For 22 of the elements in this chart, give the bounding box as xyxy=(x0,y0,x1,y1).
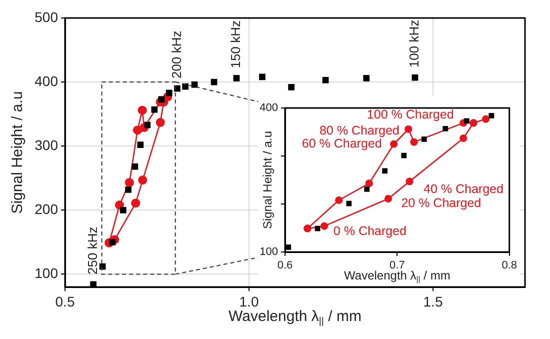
annotation: 40 % Charged xyxy=(424,182,504,196)
y-axis-title: Signal Height / a.u xyxy=(9,91,26,214)
annotation: 150 kHz xyxy=(228,20,244,68)
annotation: 200 kHz xyxy=(168,30,184,78)
x-tick-label: 0.7 xyxy=(390,260,405,272)
x-tick-label: 0.5 xyxy=(55,293,75,310)
x-axis-title: Wavelength λ|| / mm xyxy=(228,308,362,328)
annotation: 60 % Charged xyxy=(302,136,382,150)
x-tick-label: 1.5 xyxy=(423,293,443,310)
y-tick-label: 100 xyxy=(34,265,58,282)
annotation: 0 % Charged xyxy=(333,224,406,238)
y-tick-label: 500 xyxy=(34,8,58,25)
y-tick-label: 400 xyxy=(34,72,58,89)
y-tick-label: 200 xyxy=(34,201,58,217)
y-tick-label: 300 xyxy=(34,136,58,153)
annotation: 20 % Charged xyxy=(401,196,482,210)
annotation: 250 kHz xyxy=(84,226,100,274)
x-tick-label: 1.0 xyxy=(239,293,259,310)
annotation: 100 % Charged xyxy=(366,107,454,122)
x-tick-label: 0.8 xyxy=(502,260,518,272)
annotation: 80 % Charged xyxy=(319,124,400,138)
annotation: 100 kHz xyxy=(406,20,422,68)
